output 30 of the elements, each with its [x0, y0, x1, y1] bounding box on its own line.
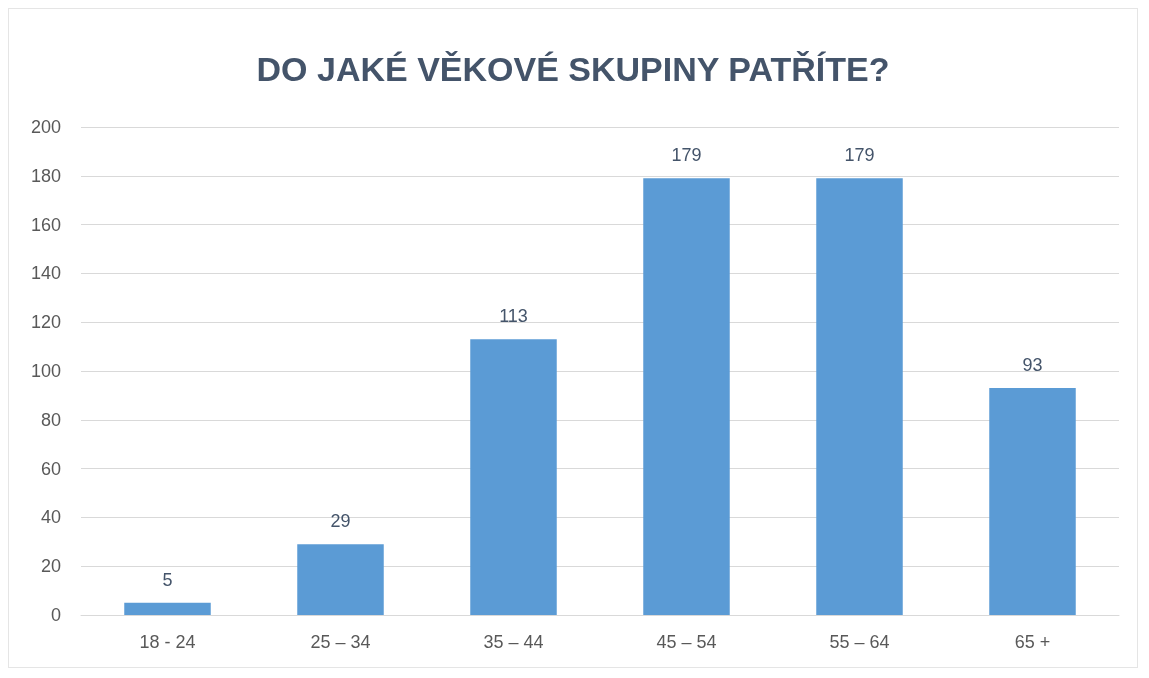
- chart-title: DO JAKÉ VĚKOVÉ SKUPINY PATŘÍTE?: [256, 50, 890, 88]
- data-label: 179: [844, 145, 875, 166]
- y-tick-label: 100: [30, 361, 61, 381]
- bar: [989, 388, 1076, 615]
- bar: [643, 178, 730, 615]
- x-tick-label: 65 +: [1014, 632, 1051, 652]
- bar: [816, 178, 903, 615]
- bar: [470, 339, 557, 615]
- data-label: 93: [1022, 355, 1043, 376]
- x-tick-label: 18 - 24: [139, 632, 196, 652]
- data-label: 179: [671, 145, 702, 166]
- bar: [124, 602, 211, 615]
- data-label: 29: [330, 511, 351, 532]
- y-tick-label: 80: [40, 409, 61, 430]
- y-tick-label: 40: [40, 507, 61, 528]
- y-tick-label: 180: [30, 165, 61, 186]
- y-tick-label: 140: [30, 263, 61, 284]
- data-label: 5: [162, 569, 173, 590]
- x-tick-label: 25 – 34: [310, 632, 371, 652]
- y-tick-label: 160: [30, 214, 61, 235]
- bar: [297, 544, 384, 615]
- data-label: 113: [499, 306, 528, 327]
- y-tick-label: 0: [50, 605, 61, 625]
- y-tick-label: 120: [30, 312, 61, 333]
- x-tick-label: 35 – 44: [483, 632, 544, 652]
- x-tick-label: 55 – 64: [829, 632, 890, 652]
- y-tick-label: 60: [40, 458, 61, 479]
- y-tick-label: 200: [30, 117, 61, 137]
- y-tick-label: 20: [40, 556, 61, 577]
- x-tick-label: 45 – 54: [656, 632, 717, 652]
